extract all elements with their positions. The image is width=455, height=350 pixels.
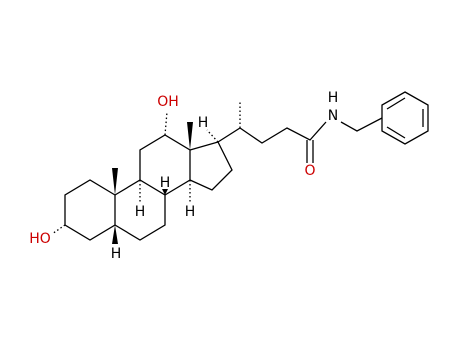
h-wedge — [112, 225, 118, 244]
atom-label: H — [328, 90, 339, 106]
h-wedge — [162, 189, 168, 195]
benzyl — [340, 117, 383, 132]
ring-c — [139, 134, 191, 196]
atom-label: N — [328, 108, 338, 124]
atom-label: H — [198, 115, 209, 131]
side-chain — [217, 121, 327, 144]
aromatic-bond — [386, 126, 406, 139]
atom-labels: OH H H N O H H H HO H — [29, 90, 338, 262]
atom-label: OH — [157, 94, 179, 110]
ring-a — [64, 179, 116, 241]
atom-label: O — [304, 163, 315, 179]
methyl-wedge — [112, 168, 118, 195]
atom-label: H — [111, 246, 122, 262]
benzene — [381, 91, 429, 145]
bonds — [51, 91, 429, 244]
atom-label: H — [135, 204, 146, 220]
atom-label: H — [160, 175, 171, 191]
hashed-bonds — [51, 102, 241, 235]
ring-b — [114, 179, 166, 241]
hash-bond — [206, 129, 219, 143]
atom-label: H — [185, 204, 196, 220]
methyl-wedge — [187, 122, 193, 150]
ring-d — [189, 141, 233, 191]
hash-bond — [51, 224, 66, 235]
hash-bond — [164, 111, 168, 136]
aromatic-bond — [386, 97, 406, 110]
atom-label: HO — [29, 231, 51, 247]
